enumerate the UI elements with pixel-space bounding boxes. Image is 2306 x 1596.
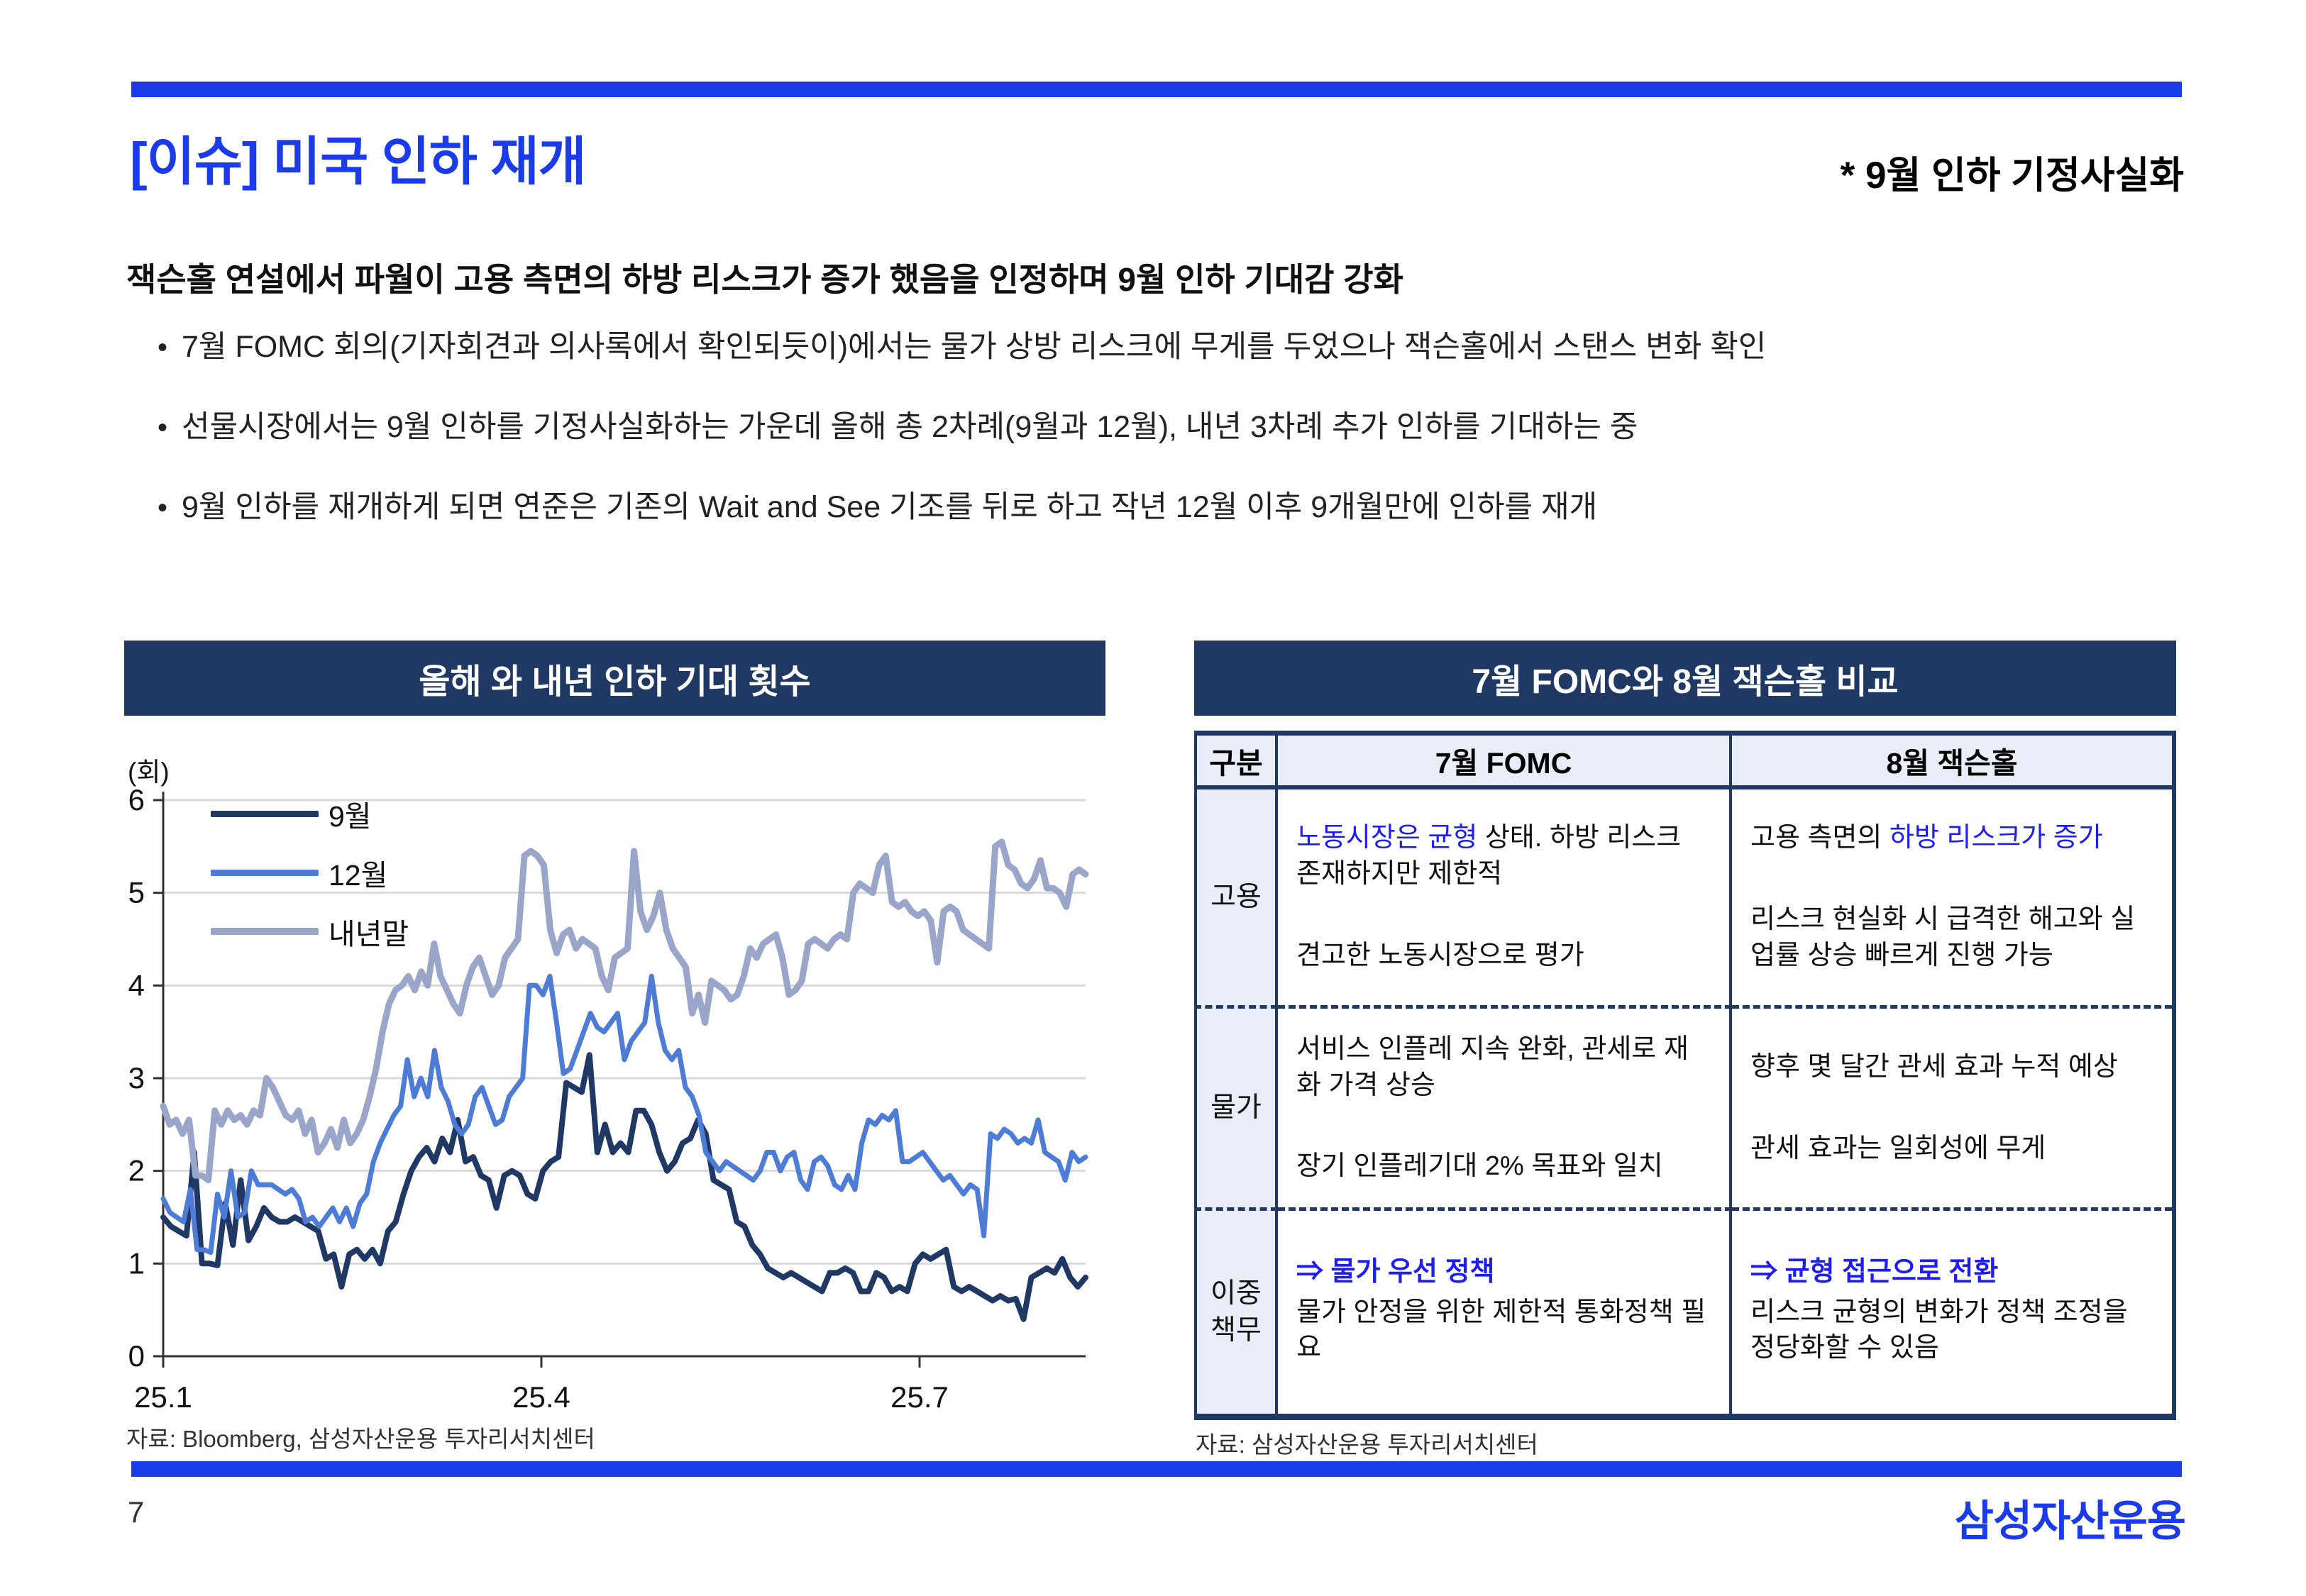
top-accent-bar <box>131 82 2182 97</box>
table-header-2: 8월 잭슨홀 <box>1729 733 2174 789</box>
table-source-note: 자료: 삼성자산운용 투자리서치센터 <box>1196 1431 1538 1458</box>
svg-text:3: 3 <box>128 1061 145 1095</box>
legend-row: 12월 <box>211 855 409 892</box>
legend-label: 9월 <box>329 800 372 833</box>
legend-row: 내년말 <box>211 914 409 951</box>
svg-text:2: 2 <box>128 1154 145 1187</box>
table-text-run: 노동시장은 균형 <box>1296 823 1478 853</box>
fomc-jacksonhole-comparison-table: 구분 7월 FOMC 8월 잭슨홀 고용 노동시장은 균형 상태. 하방 리스크 존재… <box>1194 731 2176 1420</box>
table-row-label: 고용 <box>1196 787 1276 1009</box>
table-text-run: 리스크 현실화 시 급격한 해고와 실업률 상승 빠르게 진행 가능 <box>1750 904 2136 971</box>
table-header-0: 구분 <box>1196 733 1276 789</box>
bullet-item: 선물시장에서는 9월 인하를 기정사실화하는 가운데 올해 총 2차례(9월과 … <box>158 408 2187 448</box>
table-text-run: 향후 몇 달간 관세 효과 누적 예상 <box>1750 1052 2118 1082</box>
chart-panel-title: 올해 와 내년 인하 기대 횟수 <box>124 641 1105 716</box>
legend-label: 내년말 <box>329 918 409 951</box>
table-text-run: 견고한 노동시장으로 평가 <box>1296 941 1584 971</box>
table-text-run: 상태. 하방 리스크 존재하지만 제한적 <box>1296 823 1682 890</box>
table-header-1: 7월 FOMC <box>1275 733 1731 789</box>
svg-text:1: 1 <box>128 1246 145 1280</box>
table-text-run: 장기 인플레기대 2% 목표와 일치 <box>1296 1151 1663 1182</box>
svg-text:25.1: 25.1 <box>134 1380 192 1414</box>
legend-row: 9월 <box>211 796 409 833</box>
legend-line-swatch <box>211 928 319 935</box>
bullet-list: 7월 FOMC 회의(기자회견과 의사록에서 확인되듯이)에서는 물가 상방 리… <box>158 328 2187 568</box>
legend-line-swatch <box>211 810 319 817</box>
line-chart: 0 1 2 3 4 5 6 25.1 25.4 25.7 <box>128 783 1089 1414</box>
svg-text:25.4: 25.4 <box>512 1380 570 1414</box>
svg-text:0: 0 <box>128 1339 145 1373</box>
svg-text:5: 5 <box>128 876 145 909</box>
table-row-label: 물가 <box>1196 1007 1276 1211</box>
table-text-run: ⇒ 균형 접근으로 전환 <box>1750 1256 1999 1287</box>
y-axis-unit-label: (회) <box>128 758 170 787</box>
company-logo: 삼성자산운용 <box>1954 1497 2186 1545</box>
legend-line-swatch <box>211 869 319 876</box>
bullet-item: 7월 FOMC 회의(기자회견과 의사록에서 확인되듯이)에서는 물가 상방 리… <box>158 328 2187 367</box>
svg-text:25.7: 25.7 <box>890 1380 949 1414</box>
table-text-run: 고용 측면의 <box>1750 823 1890 853</box>
table-text-run: 관세 효과는 일회성에 무게 <box>1750 1134 2046 1163</box>
table-text-run: ⇒ 물가 우선 정책 <box>1296 1256 1495 1287</box>
table-text-run: 서비스 인플레 지속 완화, 관세로 재화 가격 상승 <box>1296 1033 1689 1100</box>
chart-source-note: 자료: Bloomberg, 삼성자산운용 투자리서치센터 <box>126 1426 595 1452</box>
table-text-run: 하방 리스크가 증가 <box>1889 823 2103 853</box>
lede-heading: 잭슨홀 연설에서 파월이 고용 측면의 하방 리스크가 증가 했음을 인정하며 … <box>126 261 1403 298</box>
bottom-accent-bar <box>131 1461 2182 1477</box>
table-text-run: 물가 안정을 위한 제한적 통화정책 필요 <box>1296 1297 1706 1363</box>
table-panel-title: 7월 FOMC와 8월 잭슨홀 비교 <box>1194 641 2176 716</box>
page-subtitle: * 9월 인하 기정사실화 <box>1840 155 2184 196</box>
table-text-run: 리스크 균형의 변화가 정책 조정을 정당화할 수 있음 <box>1750 1297 2128 1363</box>
page-title: [이슈] 미국 인하 재개 <box>130 132 587 191</box>
svg-text:6: 6 <box>128 783 145 816</box>
svg-text:4: 4 <box>128 968 145 1002</box>
table-row-label: 이중책무 <box>1196 1209 1276 1417</box>
legend-label: 12월 <box>329 859 388 892</box>
bullet-item: 9월 인하를 재개하게 되면 연준은 기존의 Wait and See 기조를 … <box>158 488 2187 528</box>
page-number: 7 <box>128 1495 145 1529</box>
